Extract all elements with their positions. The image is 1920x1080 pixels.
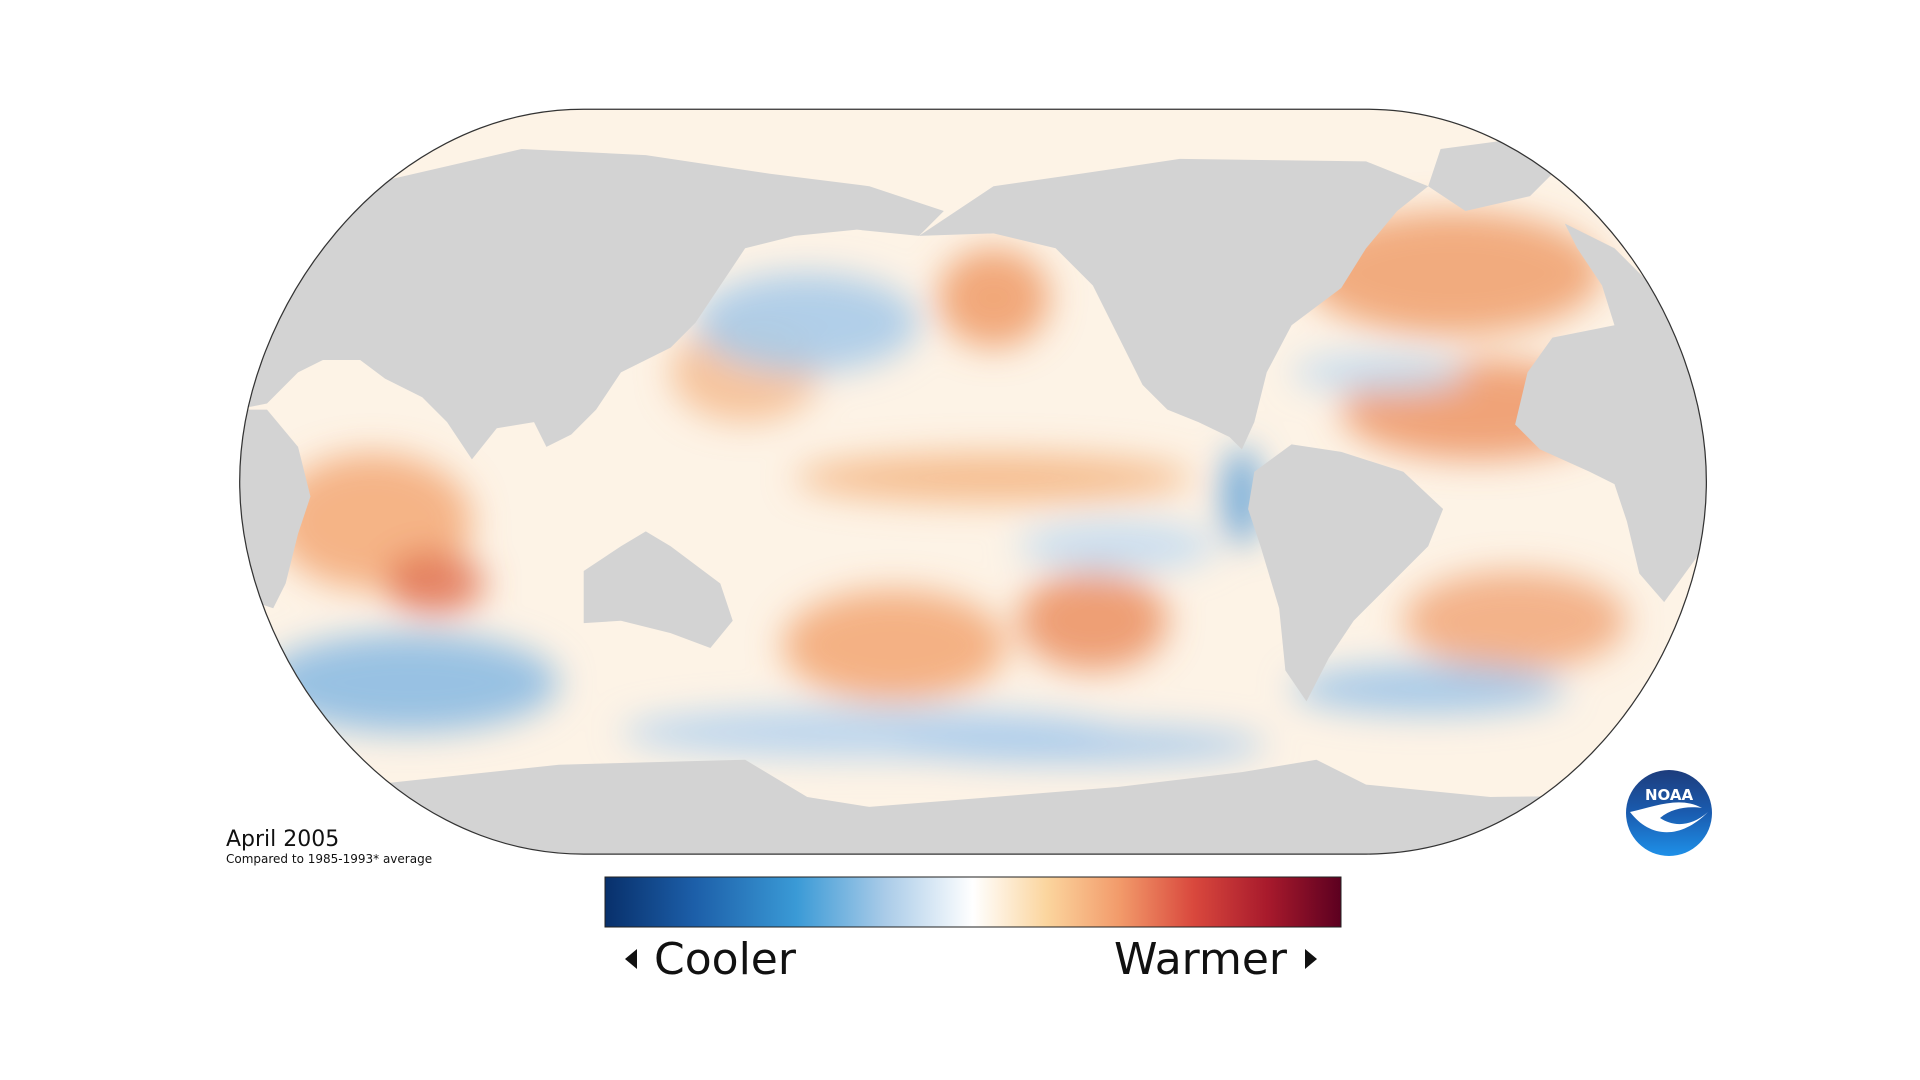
- europe-africa-west: [1515, 223, 1707, 603]
- cool-anomaly: [1291, 664, 1565, 714]
- south-america: [1248, 444, 1444, 702]
- logo-bird: [1630, 802, 1708, 833]
- color-bar: [604, 876, 1342, 928]
- noaa-logo: NOAA: [1626, 770, 1712, 856]
- cool-anomaly: [894, 726, 1267, 764]
- north-america: [919, 158, 1429, 450]
- globe-outline: [239, 108, 1707, 855]
- cool-anomaly: [1291, 353, 1466, 392]
- cool-anomaly: [260, 633, 559, 733]
- anomaly-field: [260, 211, 1627, 764]
- cool-anomaly: [695, 273, 920, 373]
- legend-low-label: Cooler: [654, 934, 797, 985]
- warm-anomaly: [1403, 571, 1627, 671]
- cool-anomaly: [1223, 446, 1261, 547]
- antarctica: [239, 759, 1707, 855]
- warm-anomaly: [937, 248, 1050, 348]
- warm-anomaly: [782, 589, 1006, 702]
- cool-anomaly: [1018, 521, 1218, 572]
- eurasia: [239, 148, 944, 460]
- map-layer: [239, 108, 1707, 855]
- australia: [583, 531, 733, 649]
- warm-anomaly: [1303, 211, 1603, 336]
- logo-circle: [1626, 770, 1712, 856]
- map-subtitle: Compared to 1985-1993* average: [226, 852, 432, 866]
- left-arrow: [625, 949, 637, 969]
- right-arrow: [1305, 949, 1317, 969]
- logo-text: NOAA: [1645, 786, 1694, 804]
- warm-anomaly: [794, 453, 1193, 503]
- globe: [239, 109, 1707, 855]
- warm-anomaly: [1018, 571, 1168, 671]
- map-title: April 2005: [226, 827, 339, 852]
- africa-east: [239, 409, 311, 609]
- warm-anomaly: [384, 552, 485, 615]
- legend-high-label: Warmer: [1114, 934, 1288, 985]
